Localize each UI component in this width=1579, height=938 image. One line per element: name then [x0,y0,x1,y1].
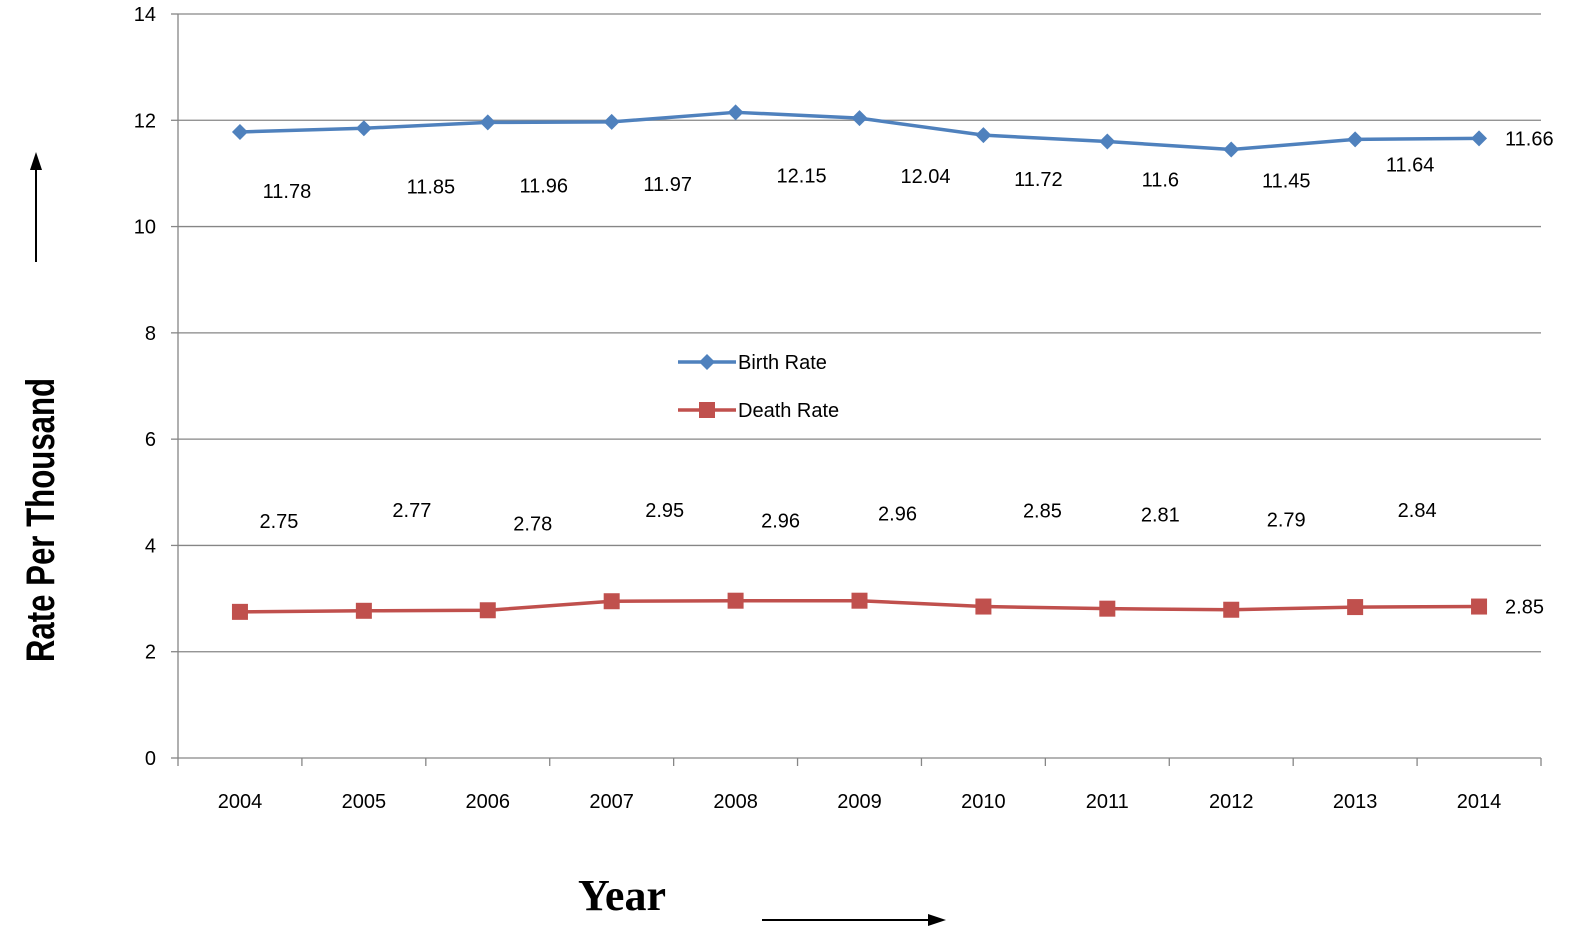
x-tick-label-2007: 2007 [589,791,634,813]
birth-rate-point-2009 [851,110,868,127]
x-tick-label-2011: 2011 [1086,791,1129,813]
y-axis-arrow-icon [30,152,42,262]
death-rate-point-2005 [355,602,372,619]
death-rate-point-2014 [1471,598,1488,615]
data-labels: 11.78 11.85 11.96 11.97 12.15 12.04 11.72 11.6 1… [259,128,1553,618]
x-tick-label-2004: 2004 [218,791,263,813]
y-tick-label-4: 4 [145,535,156,557]
death-rate-point-2007 [603,593,620,610]
birth-rate-label-2013: 11.64 [1386,154,1435,176]
birth-rate-label-2012: 11.45 [1262,171,1311,193]
death-rate-label-2005: 2.77 [392,500,431,522]
death-rate-point-2006 [479,602,496,619]
birth-rate-point-2007 [603,113,620,130]
birth-rate-point-2012 [1223,141,1240,158]
x-tick-label-2010: 2010 [961,791,1006,813]
legend-birth-rate-label: Birth Rate [738,352,827,374]
death-rate-point-2013 [1347,599,1364,616]
death-rate-point-2012 [1223,601,1240,618]
y-axis-title: Rate Per Thousand [18,378,63,662]
y-tick-label-0: 0 [145,748,156,770]
y-tick-label-14: 14 [134,4,156,26]
x-tick-label-2013: 2013 [1333,791,1378,813]
birth-rate-label-2006: 11.96 [519,175,568,197]
death-rate-label-2011: 2.81 [1141,505,1180,527]
death-rate-point-2004 [231,603,248,620]
death-rate-label-2012: 2.79 [1267,510,1306,532]
legend-birth-rate-marker [699,354,715,370]
death-rate-label-2006: 2.78 [513,513,552,535]
death-rate-label-2010: 2.85 [1023,501,1062,523]
death-rate-label-2008: 2.96 [761,511,800,533]
gridlines [178,13,1541,653]
x-tick-label-2006: 2006 [466,791,511,813]
birth-rate-point-2014 [1471,130,1488,147]
y-tick-label-6: 6 [145,429,156,451]
x-tick-label-2012: 2012 [1209,791,1254,813]
birth-rate-label-2008: 12.15 [777,165,827,187]
birth-rate-label-2005: 11.85 [407,176,456,198]
birth-rate-label-2011: 11.6 [1142,170,1179,192]
death-rate-point-2008 [727,592,744,609]
birth-rate-label-2009: 12.04 [900,166,950,188]
death-rate-label-2007: 2.95 [645,500,684,522]
death-rate-label-2009: 2.96 [878,504,917,526]
birth-rate-point-2004 [231,123,248,140]
death-rate-point-2011 [1099,600,1116,617]
legend-death-rate-marker [699,402,715,418]
birth-rate-point-2006 [479,114,496,131]
y-axis-ticks: 0 2 4 6 8 10 12 14 [134,4,178,770]
birth-rate-point-2008 [727,104,744,121]
birth-rate-point-2013 [1347,131,1364,148]
birth-rate-label-2007: 11.97 [643,174,692,196]
death-rate-label-2004: 2.75 [259,511,298,533]
x-tick-label-2008: 2008 [713,791,758,813]
birth-rate-point-2011 [1099,133,1116,150]
legend: Birth Rate Death Rate [678,352,839,422]
x-tick-label-2005: 2005 [342,791,387,813]
death-rate-label-2013: 2.84 [1398,500,1437,522]
death-rate-point-2009 [851,592,868,609]
series-layer [231,104,1488,620]
legend-death-rate-label: Death Rate [738,400,839,422]
x-axis: 2004 2005 2006 2007 2008 2009 2010 2011 2012 2013… [177,14,1542,813]
x-tick-label-2009: 2009 [837,791,882,813]
x-axis-title: Year [578,871,666,920]
y-tick-label-8: 8 [145,323,156,345]
death-rate-label-2014: 2.85 [1505,597,1544,619]
x-axis-arrow-icon [762,914,946,926]
y-tick-label-10: 10 [134,217,156,239]
birth-rate-point-2010 [975,127,992,144]
birth-rate-point-2005 [355,120,372,137]
y-tick-label-2: 2 [145,642,156,664]
y-tick-label-12: 12 [134,110,156,132]
birth-rate-label-2014: 11.66 [1505,128,1554,150]
death-rate-point-2010 [975,598,992,615]
birth-rate-label-2004: 11.78 [263,181,312,203]
birth-rate-label-2010: 11.72 [1014,169,1063,191]
x-tick-label-2014: 2014 [1457,791,1502,813]
